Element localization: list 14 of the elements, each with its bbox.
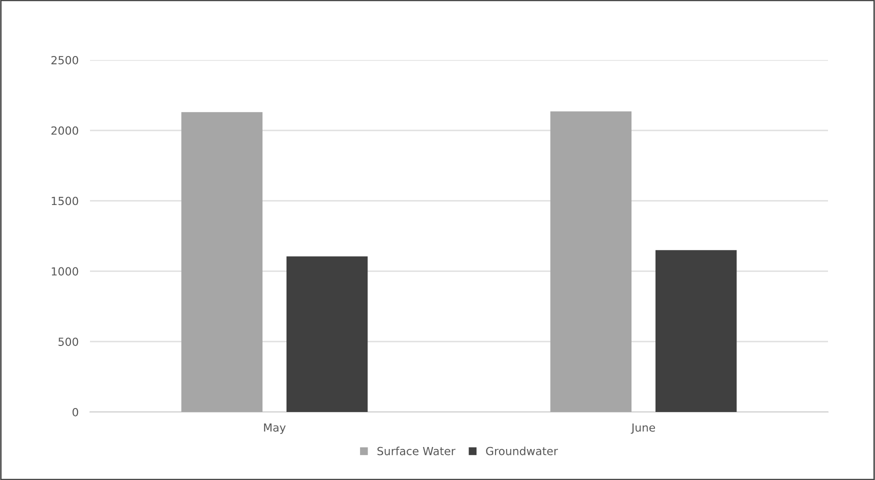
legend-label: Groundwater — [486, 446, 558, 456]
bar — [655, 250, 737, 412]
bar — [286, 256, 368, 412]
x-tick-label: May — [264, 423, 286, 434]
y-tick-label: 0 — [72, 408, 78, 416]
legend-label: Surface Water — [377, 446, 456, 456]
y-tick-label: 1500 — [52, 196, 78, 206]
y-tick-label: 1000 — [52, 267, 78, 276]
x-tick-label: June — [630, 423, 656, 434]
bar — [181, 112, 263, 412]
y-tick-label: 2000 — [51, 126, 78, 135]
y-tick-label: 500 — [58, 338, 78, 346]
bar — [550, 111, 632, 412]
y-tick-label: 2500 — [51, 56, 78, 64]
